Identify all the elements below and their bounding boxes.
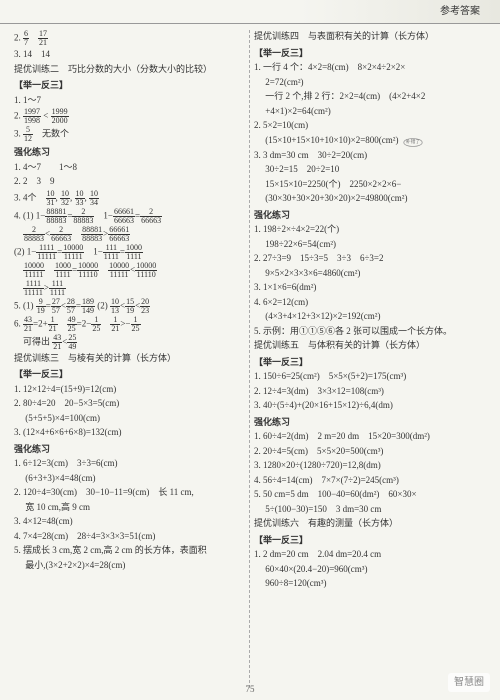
text-line: 1. 4～7 1～8 [14,161,245,175]
text-line: 1. 60÷4=2(dm) 2 m=20 dm 15×20=300(dm²) [254,430,486,444]
text-line: 2. 27÷3=9 15÷3=5 3÷3 6÷3=2 [254,252,486,266]
text-line: (30×30+30×20+30×20)×2=49800(cm²) [254,192,486,206]
text-line: 2. 20÷4=5(cm) 5×5×20=500(cm³) [254,445,486,459]
section-title: 提优训练三 与棱有关的计算（长方体） [14,352,245,366]
section-title: 【举一反三】 [254,47,486,61]
text-line: 宽 10 cm,高 9 cm [14,501,245,515]
text-line: (2) 1−111111111=1000011111 1−1111111=100… [14,244,245,261]
text-line: 960÷8=120(cm³) [254,577,486,591]
section-title: 【举一反三】 [254,356,486,370]
text-line: 3. 3 dm=30 cm 30÷2=20(cm) [254,149,486,163]
text-line: 1. 2 dm=20 cm 2.04 dm=20.4 cm [254,548,486,562]
text-line: 4. 6×2=12(cm) [254,296,486,310]
text-line: 3. 512 无数个 [14,126,245,143]
text-line: 可得出 4321<2549 [14,334,245,351]
text-line: 2. 120÷4=30(cm) 30−10−11=9(cm) 长 11 cm, [14,486,245,500]
text-line: 1. 12×12÷4=(15+9)=12(cm) [14,383,245,397]
text-line: 2. 2 3 9 [14,175,245,189]
page-number: 75 [246,683,255,697]
handwritten-note: 补错了 [403,138,422,147]
text-line: 15×15×10=2250(个) 2250×2×2×6− [254,178,486,192]
text-line: 288883<266663 8888188883>6666166663 [14,226,245,243]
section-title: 【举一反三】 [14,368,245,382]
right-column: 提优训练四 与表面积有关的计算（长方体） 【举一反三】 1. 一行 4 个：4×… [250,30,490,688]
text-line: 最小,(3×2+2×2)×4=28(cm) [14,559,245,573]
section-title: 强化练习 [254,416,486,430]
text-line: 3. 14 14 [14,48,245,62]
text-line: 9×5×2×3×3×6=4860(cm²) [254,267,486,281]
text-line: 30÷2=15 20÷2=10 [254,163,486,177]
text-line: 1000011111 10001111=1000011110 100001111… [14,262,245,279]
section-title: 提优训练四 与表面积有关的计算（长方体） [254,30,486,44]
text-line: (6+3+3)×4=48(cm) [14,472,245,486]
text-line: 1. 1～7 [14,94,245,108]
section-title: 提优训练二 巧比分数的大小（分数大小的比较） [14,63,245,77]
text-line: 198÷22×6=54(cm²) [254,238,486,252]
text-line: 60×40×(20.4−20)=960(cm³) [254,563,486,577]
content-area: 2. 67 1721 3. 14 14 提优训练二 巧比分数的大小（分数大小的比… [0,24,500,694]
text-line: 2. 67 1721 [14,30,245,47]
text-line: 5÷(100−30)=150 3 dm=30 cm [254,503,486,517]
text-line: 2. 19971998 < 19992000 [14,108,245,125]
text-line: 3. 4个 1031, 1032, 1033, 1034 [14,190,245,207]
left-column: 2. 67 1721 3. 14 14 提优训练二 巧比分数的大小（分数大小的比… [10,30,250,688]
text-line: +4×1)×2=64(cm²) [254,105,486,119]
text-line: 6. 4321=2+121 4925=2−125 121>−125 [14,316,245,333]
text-line: 5. (1) 919=2757<2857=189149 (2) 1013<151… [14,298,245,315]
page-header: 参考答案 [0,0,500,24]
section-title: 强化练习 [254,209,486,223]
text-line: 1. 150÷6=25(cm²) 5×5×(5+2)=175(cm³) [254,370,486,384]
text-line: 5. 示例：用①①⑤⑥各 2 张可以围成一个长方体。 [254,325,486,339]
text-line: 5. 50 cm=5 dm 100−40=60(dm²) 60×30× [254,488,486,502]
text-line: 1. 198÷2×÷4×2=22(个) [254,223,486,237]
section-title: 提优训练六 有趣的测量（长方体） [254,517,486,531]
section-title: 【举一反三】 [254,534,486,548]
section-title: 强化练习 [14,443,245,457]
text-line: (4×3+4×12+3×12)×2=192(cm²) [254,310,486,324]
text-line: 2=72(cm²) [254,76,486,90]
text-line: 4. 7×4=28(cm) 28÷4=3×3×3=51(cm) [14,530,245,544]
text-line: 2. 5×2=10(cm) [254,119,486,133]
section-title: 【举一反三】 [14,79,245,93]
section-title: 提优训练五 与体积有关的计算（长方体） [254,339,486,353]
text-line: 1. 6÷12=3(cm) 3÷3=6(cm) [14,457,245,471]
watermark: 智慧圈 [448,673,490,692]
text-line: 3. (12×4+6×6+6×8)=132(cm) [14,426,245,440]
text-line: (15×10+15×10+10×10)×2=800(cm²) 补错了 [254,134,486,148]
text-line: 一行 2 个,排 2 行：2×2=4(cm) (4×2+4×2 [254,90,486,104]
text-line: 2. 12÷4=3(dm) 3×3×12=108(cm³) [254,385,486,399]
text-line: 1. 一行 4 个：4×2=8(cm) 8×2×4÷2×2× [254,61,486,75]
text-line: 3. 1×1×6=6(dm²) [254,281,486,295]
text-line: 4. (1) 1−8888188883=288883 1−6666166663=… [14,208,245,225]
section-title: 强化练习 [14,146,245,160]
text-line: 2. 80÷4=20 20−5×3=5(cm) [14,397,245,411]
text-line: 3. 1280×20÷(1280÷720)=12,8(dm) [254,459,486,473]
text-line: 3. 40÷(5÷4)+(20×16+15×12)÷6,4(dm) [254,399,486,413]
text-line: 3. 4×12=48(cm) [14,515,245,529]
text-line: 111111111>1111111 [14,280,245,297]
text-line: 4. 56÷4=14(cm) 7×7×(7÷2)=245(cm³) [254,474,486,488]
text-line: 5. 摆成长 3 cm,宽 2 cm,高 2 cm 的长方体，表面积 [14,544,245,558]
text-line: (5+5+5)×4=100(cm) [14,412,245,426]
